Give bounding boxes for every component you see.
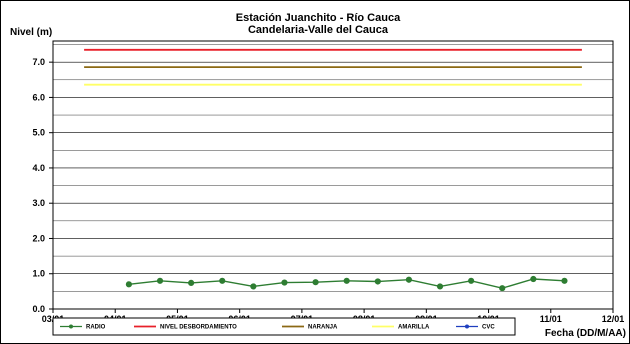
data-point: [156, 277, 164, 284]
x-tick-label: 12/01: [602, 314, 625, 324]
y-tick-label: 6.0: [32, 92, 45, 102]
legend: RADIO NIVEL DESBORDAMIENTO NARANJA AMARILLA…: [60, 324, 495, 331]
data-point: [219, 277, 226, 284]
data-point: [281, 279, 288, 286]
legend-label: AMARILLA: [398, 325, 430, 331]
data-point: [530, 275, 537, 283]
y-tick-label: 2.0: [32, 233, 45, 243]
gridlines: [53, 44, 613, 292]
y-tick-label: 3.0: [32, 198, 45, 208]
chart-subtitle: Candelaria-Valle del Cauca: [248, 24, 389, 36]
series-group: [84, 48, 582, 292]
data-point: [188, 279, 195, 287]
data-point: [374, 278, 381, 285]
y-tick-label: 7.0: [32, 57, 45, 67]
plot-area: [52, 40, 614, 310]
legend-label: NARANJA: [308, 325, 338, 331]
data-point: [436, 283, 444, 290]
legend-label: RADIO: [86, 325, 106, 331]
legend-label: NIVEL DESBORDAMIENTO: [160, 325, 237, 331]
data-point: [343, 277, 350, 284]
chart-title: Estación Juanchito - Río Cauca: [236, 12, 401, 24]
legend-marker: [465, 324, 469, 329]
y-tick-label: 4.0: [32, 163, 45, 173]
y-tick-label: 0.0: [32, 304, 45, 314]
legend-label: CVC: [482, 325, 495, 331]
y-tick-label: 5.0: [32, 128, 45, 138]
y-axis-title: Nivel (m): [10, 27, 52, 38]
x-tick-label: 11/01: [540, 314, 562, 324]
data-point: [312, 279, 319, 286]
data-point: [125, 281, 133, 288]
legend-marker: [69, 324, 73, 329]
data-point: [250, 283, 257, 290]
data-point: [468, 277, 475, 284]
data-point: [499, 285, 506, 292]
y-tick-label: 1.0: [32, 269, 45, 279]
x-axis-title: Fecha (DD/M/AA): [545, 328, 626, 339]
data-point: [405, 276, 413, 283]
data-point: [561, 277, 568, 284]
